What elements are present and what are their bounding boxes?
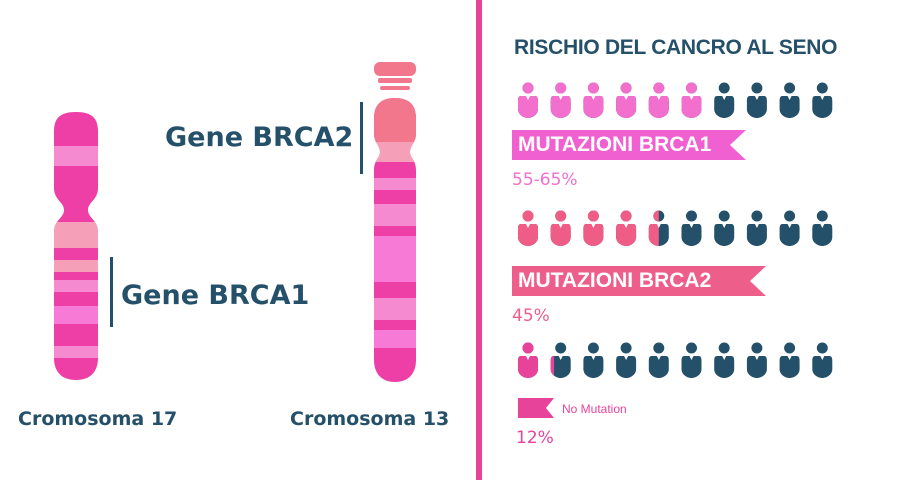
- person-icon: [812, 342, 833, 378]
- person-icon: [746, 210, 767, 246]
- person-row-brca1: [518, 82, 833, 118]
- person-icon: [616, 342, 637, 378]
- person-icon: [550, 82, 571, 118]
- person-icon: [714, 210, 735, 246]
- person-icon: [648, 342, 669, 378]
- person-icon: [681, 82, 702, 118]
- chromosome-13-illustration: [374, 62, 416, 382]
- person-icon: [583, 210, 604, 246]
- person-icon: [518, 210, 538, 246]
- percent-brca2: 45%: [512, 306, 550, 326]
- no-mutation-flag-icon: [518, 398, 554, 418]
- person-icon: [583, 82, 604, 118]
- person-icon: [616, 210, 637, 246]
- person-icon: [714, 342, 735, 378]
- person-icon: [681, 342, 702, 378]
- brca2-marker-line: [360, 102, 363, 174]
- person-icon: [518, 342, 538, 378]
- person-icon: [518, 82, 538, 118]
- person-row-brca2: [518, 210, 833, 246]
- section-divider: [476, 0, 482, 480]
- person-icon: [746, 82, 767, 118]
- person-icon: [550, 342, 571, 378]
- person-icon: [779, 342, 800, 378]
- person-icon: [714, 82, 735, 118]
- brca1-marker-line: [110, 257, 113, 327]
- person-icon: [779, 210, 800, 246]
- chromosome-17-illustration: [54, 112, 98, 380]
- person-icon: [648, 210, 669, 246]
- risk-title: RISCHIO DEL CANCRO AL SENO: [514, 36, 838, 59]
- person-row-no-mutation: [518, 342, 833, 378]
- gene-brca2-label: Gene BRCA2: [165, 122, 354, 153]
- person-icon: [550, 210, 571, 246]
- no-mutation-label: No Mutation: [562, 402, 627, 416]
- chromosome-17-label: Cromosoma 17: [18, 408, 178, 430]
- gene-brca1-label: Gene BRCA1: [121, 280, 310, 311]
- banner-brca2: MUTAZIONI BRCA2: [512, 266, 766, 296]
- person-icon: [812, 82, 833, 118]
- percent-no-mutation: 12%: [516, 428, 554, 448]
- person-icon: [648, 82, 669, 118]
- person-icon: [812, 210, 833, 246]
- person-icon: [746, 342, 767, 378]
- person-icon: [583, 342, 604, 378]
- person-icon: [779, 82, 800, 118]
- person-icon: [616, 82, 637, 118]
- banner-brca1: MUTAZIONI BRCA1: [512, 130, 746, 160]
- person-icon: [681, 210, 702, 246]
- percent-brca1: 55-65%: [512, 170, 578, 190]
- chromosome-13-label: Cromosoma 13: [290, 408, 450, 430]
